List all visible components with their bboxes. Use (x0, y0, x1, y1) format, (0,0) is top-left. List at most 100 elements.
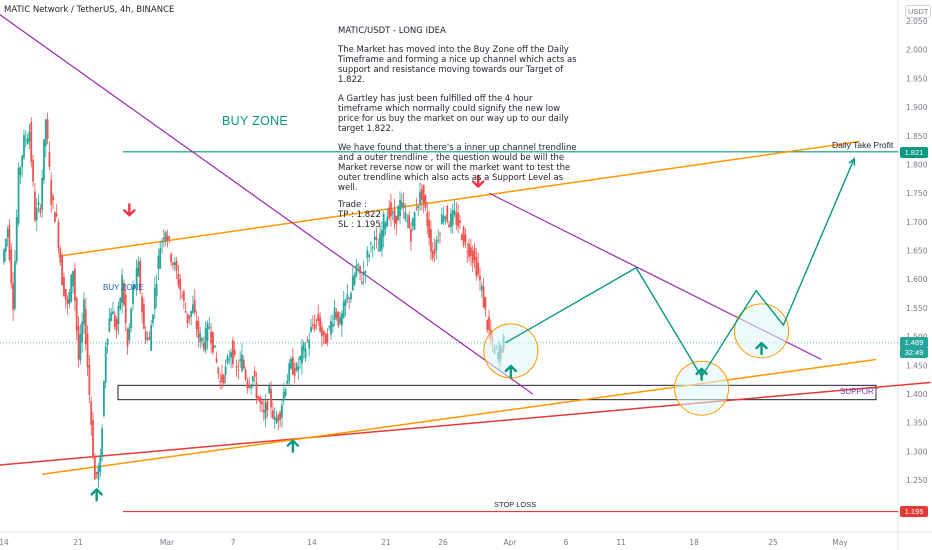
candle-body (350, 293, 352, 300)
candle-body (137, 261, 140, 277)
candle-body (371, 247, 374, 249)
candle-body (106, 338, 109, 346)
candle-body (230, 352, 232, 358)
candle-body (399, 199, 401, 217)
candle-body (202, 342, 205, 350)
candle-body (132, 286, 134, 305)
candle-body (331, 323, 334, 327)
candle-body (103, 381, 105, 416)
candle-body (290, 358, 292, 369)
candle-body (322, 330, 325, 335)
support-zone-box (117, 384, 877, 401)
candle-body (181, 295, 183, 297)
candle-body (28, 131, 31, 142)
x-tick-label: 6 (564, 538, 569, 547)
candle-body (10, 249, 13, 284)
candle-body (23, 134, 25, 158)
candle-body (397, 205, 400, 221)
candle-body (337, 311, 340, 326)
projection-path (505, 158, 855, 379)
candle-body (186, 313, 189, 324)
candle-body (420, 188, 423, 200)
candle-body (52, 196, 54, 201)
candle-body (210, 331, 212, 344)
candle-body (226, 356, 229, 363)
candle-body (57, 221, 60, 249)
candle-body (179, 279, 182, 290)
candle-body (108, 318, 111, 332)
candle-body (123, 283, 125, 305)
current-price-label: 1.489 (900, 337, 928, 348)
candle-body (30, 122, 33, 162)
y-tick-label: 1.800 (906, 160, 928, 169)
candle-body (219, 381, 222, 383)
candle-body (460, 234, 463, 241)
candle-body (41, 177, 44, 210)
candle-body (95, 472, 98, 475)
candle-body (359, 265, 361, 274)
x-tick-label: 21 (73, 538, 83, 547)
candle-body (464, 234, 467, 242)
candle-body (448, 224, 450, 228)
candle-body (14, 261, 16, 309)
candle-body (244, 369, 247, 380)
candle-body (271, 410, 274, 419)
candle-body (375, 236, 378, 240)
candle-body (177, 274, 180, 286)
candle-body (348, 297, 351, 300)
candle-body (281, 404, 283, 418)
candle-body (255, 382, 258, 399)
candle-body (270, 389, 272, 408)
target-circle (674, 360, 730, 416)
candle-body (155, 283, 158, 297)
y-tick-label: 1.650 (906, 247, 928, 256)
candle-body (201, 338, 203, 342)
candle-body (146, 338, 149, 340)
candle-body (241, 354, 243, 372)
currency-badge[interactable]: USDT (905, 5, 932, 18)
candle-body (35, 207, 38, 221)
buy-zone-label: BUY ZONE (222, 114, 289, 128)
buy-zone-small-label: BUY ZONE (103, 283, 144, 292)
candle-body (104, 346, 107, 383)
candle-body (297, 366, 300, 371)
candle-body (112, 311, 114, 315)
candle-body (33, 191, 36, 221)
candle-body (284, 388, 287, 396)
x-tick-label: 14 (307, 538, 317, 547)
candle-body (362, 271, 365, 276)
candle-body (135, 268, 138, 286)
candle-body (368, 255, 371, 257)
up-arrow-icon (755, 341, 768, 356)
candle-body (415, 208, 418, 210)
candle-body (86, 333, 89, 368)
candle-body (21, 155, 24, 167)
candle-body (302, 342, 305, 351)
candle-body (93, 456, 96, 480)
price-axis (898, 0, 932, 550)
candle-body (384, 222, 387, 230)
y-tick-label: 1.900 (906, 103, 928, 112)
candle-body (355, 265, 358, 276)
candle-body (221, 374, 223, 383)
purple-downtrend-line (0, 14, 533, 395)
idea-paragraph: The Market has moved into the Buy Zone o… (338, 45, 577, 85)
target-price-label: 1.821 (900, 147, 928, 158)
candle-body (288, 363, 291, 382)
candle-body (164, 231, 167, 242)
chart-title: MATIC Network / TetherUS, 4h, BINANCE (4, 5, 175, 15)
candle-body (166, 235, 169, 242)
candle-body (172, 262, 174, 265)
y-tick-label: 1.400 (906, 390, 928, 399)
candle-body (437, 239, 440, 241)
candle-body (426, 212, 429, 226)
candle-body (346, 294, 349, 300)
candle-body (291, 357, 294, 375)
candle-body (212, 331, 214, 353)
candle-body (308, 340, 311, 349)
candle-body (77, 326, 80, 360)
candle-body (182, 291, 185, 301)
y-tick-label: 1.350 (906, 419, 928, 428)
candle-body (37, 202, 40, 205)
